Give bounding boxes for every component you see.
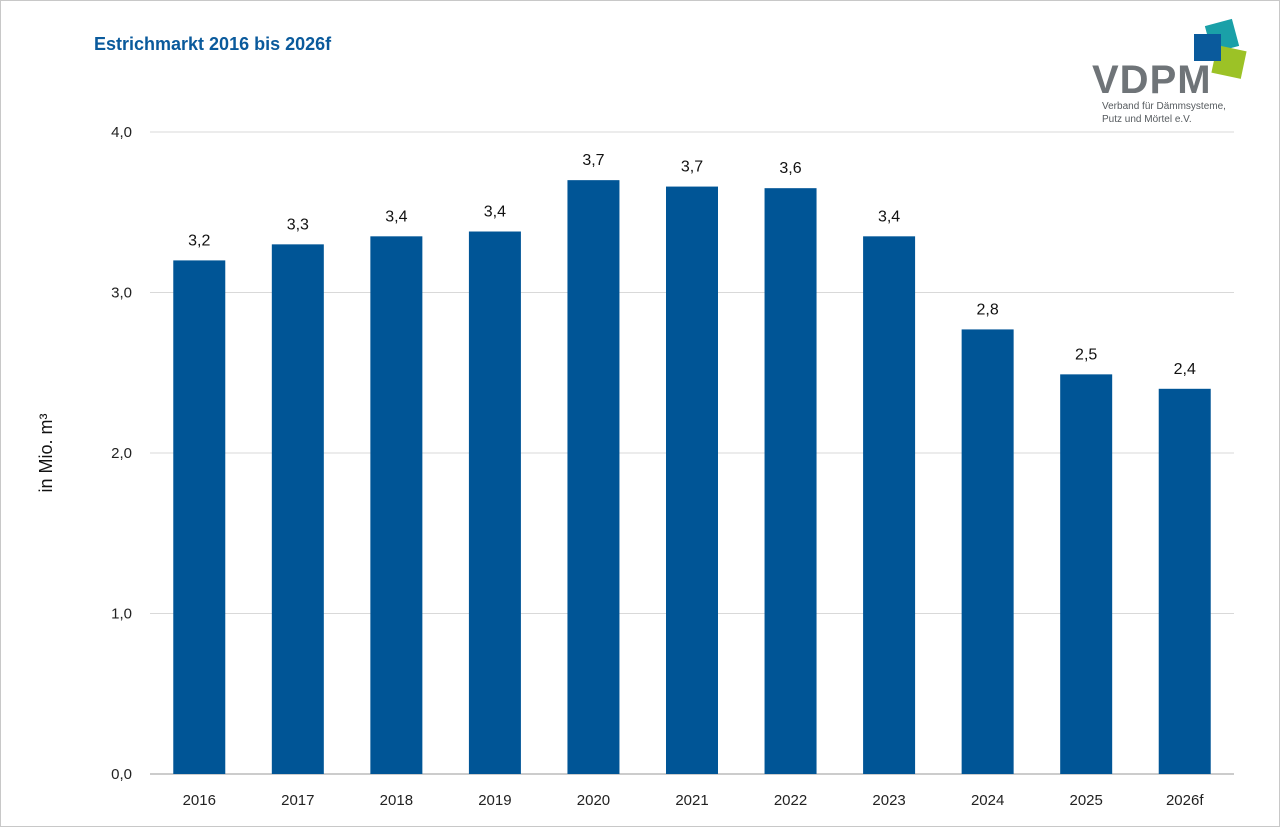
y-tick-label: 0,0 [111, 766, 132, 783]
y-axis-label: in Mio. m³ [36, 413, 56, 492]
bar [961, 329, 1014, 774]
data-label: 3,7 [681, 159, 703, 176]
logo-squares-icon [1194, 18, 1247, 79]
bar [1158, 388, 1211, 774]
logo-subtitle-line2: Putz und Mörtel e.V. [1102, 114, 1192, 125]
logo-subtitle: Verband für Dämmsysteme, Putz und Mörtel… [1102, 100, 1226, 126]
data-label: 2,5 [1075, 346, 1097, 363]
data-label: 3,6 [779, 160, 801, 177]
logo-wordmark: VDPM [1092, 58, 1212, 102]
x-tick-label: 2017 [281, 792, 314, 809]
data-label: 3,4 [385, 208, 407, 225]
x-tick-label: 2024 [971, 792, 1004, 809]
data-label: 3,7 [582, 152, 604, 169]
x-tick-label: 2016 [183, 792, 216, 809]
chart-title: Estrichmarkt 2016 bis 2026f [94, 34, 332, 54]
x-tick-label: 2026f [1166, 792, 1204, 809]
data-label: 3,2 [188, 232, 210, 249]
x-tick-label: 2020 [577, 792, 610, 809]
y-tick-label: 3,0 [111, 285, 132, 302]
x-tick-label: 2021 [675, 792, 708, 809]
data-label: 3,3 [287, 216, 309, 233]
data-label: 3,4 [878, 208, 900, 225]
data-label: 2,4 [1174, 361, 1196, 378]
vdpm-logo: VDPM Verband für Dämmsysteme, Putz und M… [1088, 14, 1268, 134]
data-label: 3,4 [484, 204, 506, 221]
bar [271, 244, 324, 775]
x-tick-label: 2018 [380, 792, 413, 809]
x-tick-label: 2019 [478, 792, 511, 809]
bar [666, 186, 718, 774]
y-tick-label: 4,0 [111, 124, 132, 141]
x-tick-label: 2022 [774, 792, 807, 809]
y-tick-label: 1,0 [111, 606, 132, 623]
x-tick-label: 2023 [872, 792, 905, 809]
bar [764, 188, 817, 775]
logo-subtitle-line1: Verband für Dämmsysteme, [1102, 101, 1226, 112]
bar [1060, 374, 1113, 774]
bar [173, 260, 226, 774]
bar [863, 236, 916, 774]
data-label: 2,8 [977, 301, 999, 318]
x-tick-label: 2025 [1069, 792, 1102, 809]
bar [567, 180, 620, 774]
bar [468, 231, 521, 774]
y-tick-label: 2,0 [111, 445, 132, 462]
bar [370, 236, 423, 774]
